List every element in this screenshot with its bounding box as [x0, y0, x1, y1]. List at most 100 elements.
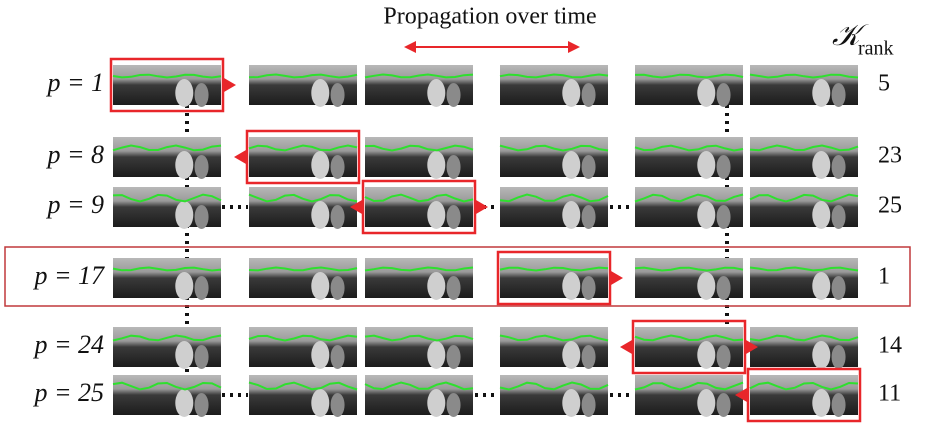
thumb-shape [812, 201, 830, 229]
thumb-shape [427, 389, 445, 417]
row-label: p = 9 [45, 190, 104, 219]
thumbnail [750, 258, 858, 300]
thumbnail [113, 375, 221, 417]
row-label: p = 17 [32, 261, 105, 290]
thumbnail [500, 258, 608, 300]
thumb-shape [582, 83, 596, 107]
thumb-shape [832, 155, 846, 179]
thumb-shape [717, 83, 731, 107]
thumbnail [500, 187, 608, 229]
thumb-shape [175, 272, 193, 300]
thumbnail [635, 375, 743, 417]
thumb-shape [195, 83, 209, 107]
thumb-shape [447, 345, 461, 369]
direction-arrow [234, 150, 246, 164]
thumb-shape [832, 345, 846, 369]
thumb-shape [331, 345, 345, 369]
thumb-shape [562, 272, 580, 300]
rank-value: 1 [878, 264, 890, 290]
thumb-shape [697, 341, 715, 369]
thumb-shape [697, 79, 715, 107]
thumb-shape [562, 389, 580, 417]
thumbnail [635, 187, 743, 229]
thumbnail [365, 327, 473, 369]
thumb-shape [582, 393, 596, 417]
thumb-shape [427, 341, 445, 369]
thumbnail [249, 375, 357, 417]
thumbnail [635, 65, 743, 107]
thumb-shape [562, 341, 580, 369]
thumbnail [249, 65, 357, 107]
thumb-shape [427, 79, 445, 107]
thumb-shape [697, 151, 715, 179]
thumbnail [750, 327, 858, 369]
thumbnail [113, 187, 221, 229]
rank-value: 11 [878, 381, 901, 407]
thumb-shape [175, 151, 193, 179]
thumb-shape [195, 205, 209, 229]
thumb-shape [311, 201, 329, 229]
thumbnail [500, 137, 608, 179]
title: Propagation over time [383, 4, 596, 30]
thumb-shape [582, 345, 596, 369]
thumb-shape [562, 201, 580, 229]
thumb-shape [812, 151, 830, 179]
thumb-shape [717, 393, 731, 417]
thumb-shape [331, 393, 345, 417]
thumb-shape [832, 83, 846, 107]
thumb-shape [562, 151, 580, 179]
thumb-shape [447, 205, 461, 229]
row-label: p = 8 [45, 140, 104, 169]
thumbnail [249, 137, 357, 179]
thumbnail [500, 327, 608, 369]
thumb-shape [812, 341, 830, 369]
thumb-shape [717, 155, 731, 179]
thumb-shape [311, 151, 329, 179]
thumb-shape [582, 205, 596, 229]
thumbnail [113, 327, 221, 369]
thumb-shape [447, 155, 461, 179]
thumb-shape [447, 83, 461, 107]
thumbnail [500, 65, 608, 107]
thumb-shape [331, 276, 345, 300]
thumb-shape [175, 79, 193, 107]
rank-value: 14 [878, 333, 902, 359]
thumbnail [365, 187, 473, 229]
thumbnail [365, 137, 473, 179]
thumb-shape [195, 393, 209, 417]
thumbnail [365, 65, 473, 107]
thumb-shape [582, 155, 596, 179]
thumb-shape [697, 272, 715, 300]
thumbnail [750, 375, 858, 417]
thumb-shape [717, 205, 731, 229]
thumb-shape [697, 389, 715, 417]
thumbnail [750, 65, 858, 107]
direction-arrow [620, 340, 632, 354]
thumb-shape [427, 151, 445, 179]
thumbnail [365, 375, 473, 417]
thumb-shape [331, 83, 345, 107]
rank-value: 23 [878, 143, 902, 169]
thumb-shape [447, 276, 461, 300]
thumbnail [750, 137, 858, 179]
thumb-shape [697, 201, 715, 229]
thumbnail [113, 258, 221, 300]
direction-arrow [224, 78, 236, 92]
thumbnail [635, 137, 743, 179]
thumb-shape [195, 276, 209, 300]
thumb-shape [175, 341, 193, 369]
thumb-shape [311, 341, 329, 369]
thumb-shape [832, 393, 846, 417]
thumb-shape [562, 79, 580, 107]
rank-value: 5 [878, 71, 890, 97]
thumb-shape [812, 272, 830, 300]
thumbnail [249, 187, 357, 229]
thumbnail [249, 258, 357, 300]
thumbnail [635, 258, 743, 300]
thumb-shape [812, 79, 830, 107]
thumb-shape [812, 389, 830, 417]
thumb-shape [427, 201, 445, 229]
thumb-shape [582, 276, 596, 300]
row-label: p = 1 [45, 68, 104, 97]
thumb-shape [311, 272, 329, 300]
